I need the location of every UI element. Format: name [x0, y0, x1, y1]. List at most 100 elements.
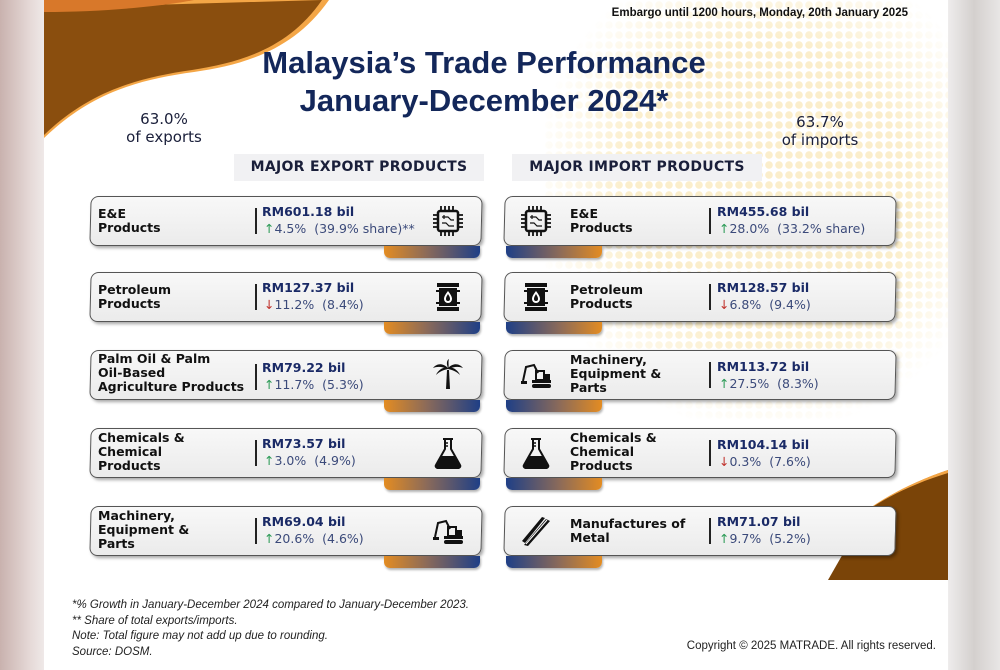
product-name: Machinery, Equipment & Parts [98, 508, 190, 551]
arrow-up-icon: ↑ [264, 531, 275, 546]
card-accent-bar [384, 322, 480, 334]
divider [255, 440, 257, 466]
title-line-1: Malaysia’s Trade Performance [262, 45, 706, 80]
import-section-header: MAJOR IMPORT PRODUCTS [512, 154, 762, 181]
import-card-petroleum: Petroleum Products RM128.57 bil ↓6.8% (9… [503, 272, 902, 340]
import-card-chemicals: Chemicals & Chemical Products RM104.14 b… [503, 428, 902, 496]
card-accent-bar [384, 400, 480, 412]
page-title: Malaysia’s Trade Performance January-Dec… [204, 44, 764, 120]
arrow-up-icon: ↑ [719, 531, 730, 546]
excavator-icon [521, 363, 551, 388]
card-accent-bar [384, 246, 480, 258]
arrow-up-icon: ↑ [719, 376, 730, 391]
card-accent-bar [506, 478, 602, 490]
flask-icon [434, 438, 462, 469]
product-name: E&E Products [98, 206, 161, 235]
imports-share-summary: 63.7% of imports [768, 113, 872, 149]
footnote-source: Source: DOSM. [72, 645, 153, 658]
growth-share: ↑9.7% (5.2%) [719, 531, 811, 546]
card-accent-bar [384, 556, 480, 568]
export-card-ee: E&E Products RM601.18 bil ↑4.5% (39.9% s… [89, 196, 488, 264]
export-value: RM601.18 bil [262, 204, 355, 219]
exports-share-label: of exports [126, 128, 202, 146]
excavator-icon [433, 519, 463, 544]
divider [255, 208, 257, 234]
growth-share: ↑20.6% (4.6%) [264, 531, 364, 546]
right-margin-background [948, 0, 1000, 670]
copyright-notice: Copyright © 2025 MATRADE. All rights res… [686, 640, 936, 652]
growth-share: ↓6.8% (9.4%) [719, 297, 811, 312]
product-name: Petroleum Products [570, 282, 644, 311]
arrow-up-icon: ↑ [264, 453, 275, 468]
export-value: RM69.04 bil [262, 514, 346, 529]
growth-share: ↓0.3% (7.6%) [719, 454, 811, 469]
import-value: RM128.57 bil [717, 280, 810, 295]
export-section-header: MAJOR EXPORT PRODUCTS [234, 154, 484, 181]
export-value: RM79.22 bil [262, 360, 346, 375]
palm-tree-icon [433, 359, 463, 389]
arrow-up-icon: ↑ [264, 221, 275, 236]
import-value: RM455.68 bil [717, 204, 810, 219]
card-accent-bar [506, 322, 602, 334]
import-value: RM71.07 bil [717, 514, 801, 529]
card-body [503, 350, 897, 400]
import-card-machinery: Machinery, Equipment & Parts RM113.72 bi… [503, 350, 902, 418]
exports-share-summary: 63.0% of exports [112, 110, 216, 146]
export-card-petroleum: Petroleum Products RM127.37 bil ↓11.2% (… [89, 272, 488, 340]
oil-barrel-icon [524, 283, 548, 311]
footnotes: *% Growth in January-December 2024 compa… [72, 598, 469, 660]
divider [709, 440, 711, 466]
microchip-icon [521, 206, 551, 236]
growth-share: ↑27.5% (8.3%) [719, 376, 819, 391]
arrow-down-icon: ↓ [264, 297, 275, 312]
divider [255, 364, 257, 390]
product-name: Machinery, Equipment & Parts [570, 352, 662, 395]
card-body [503, 506, 897, 556]
flask-icon [522, 438, 550, 469]
export-card-palm-oil: Palm Oil & Palm Oil-Based Agriculture Pr… [89, 350, 488, 418]
imports-share-value: 63.7% [796, 113, 844, 131]
export-value: RM73.57 bil [262, 436, 346, 451]
arrow-up-icon: ↑ [264, 377, 275, 392]
export-card-machinery: Machinery, Equipment & Parts RM69.04 bil… [89, 506, 488, 574]
embargo-notice: Embargo until 1200 hours, Monday, 20th J… [611, 7, 908, 19]
card-accent-bar [506, 556, 602, 568]
footnote-rounding: Note: Total figure may not add up due to… [72, 630, 328, 642]
card-accent-bar [384, 478, 480, 490]
brown-swoosh-decoration [44, 0, 329, 138]
arrow-down-icon: ↓ [719, 297, 730, 312]
growth-share: ↑4.5% (39.9% share)** [264, 221, 415, 236]
divider [709, 208, 711, 234]
metal-beam-icon [522, 517, 550, 546]
divider [709, 362, 711, 388]
growth-share: ↓11.2% (8.4%) [264, 297, 364, 312]
card-accent-bar [506, 246, 602, 258]
growth-share: ↑3.0% (4.9%) [264, 453, 356, 468]
left-margin-background [0, 0, 44, 670]
infographic-page: Embargo until 1200 hours, Monday, 20th J… [44, 0, 948, 670]
import-card-metal: Manufactures of Metal RM71.07 bil ↑9.7% … [503, 506, 902, 574]
footnote-growth: *% Growth in January-December 2024 compa… [72, 599, 469, 611]
imports-share-label: of imports [781, 131, 859, 149]
footnote-share: ** Share of total exports/imports. [72, 614, 238, 627]
export-value: RM127.37 bil [262, 280, 355, 295]
oil-barrel-icon [436, 283, 460, 311]
divider [709, 518, 711, 544]
import-value: RM104.14 bil [717, 437, 810, 452]
product-name: Petroleum Products [98, 282, 172, 311]
exports-share-value: 63.0% [140, 110, 188, 128]
divider [709, 284, 711, 310]
card-body [503, 272, 897, 322]
card-accent-bar [506, 400, 602, 412]
arrow-up-icon: ↑ [719, 221, 730, 236]
divider [255, 284, 257, 310]
product-name: E&E Products [570, 206, 633, 235]
import-card-ee: E&E Products RM455.68 bil ↑28.0% (33.2% … [503, 196, 902, 264]
divider [255, 518, 257, 544]
product-name: Manufactures of Metal [570, 516, 686, 545]
import-value: RM113.72 bil [717, 359, 810, 374]
arrow-down-icon: ↓ [719, 454, 730, 469]
microchip-icon [433, 206, 463, 236]
title-line-2: January-December 2024* [299, 83, 669, 118]
product-name: Palm Oil & Palm Oil-Based Agriculture Pr… [98, 351, 245, 394]
